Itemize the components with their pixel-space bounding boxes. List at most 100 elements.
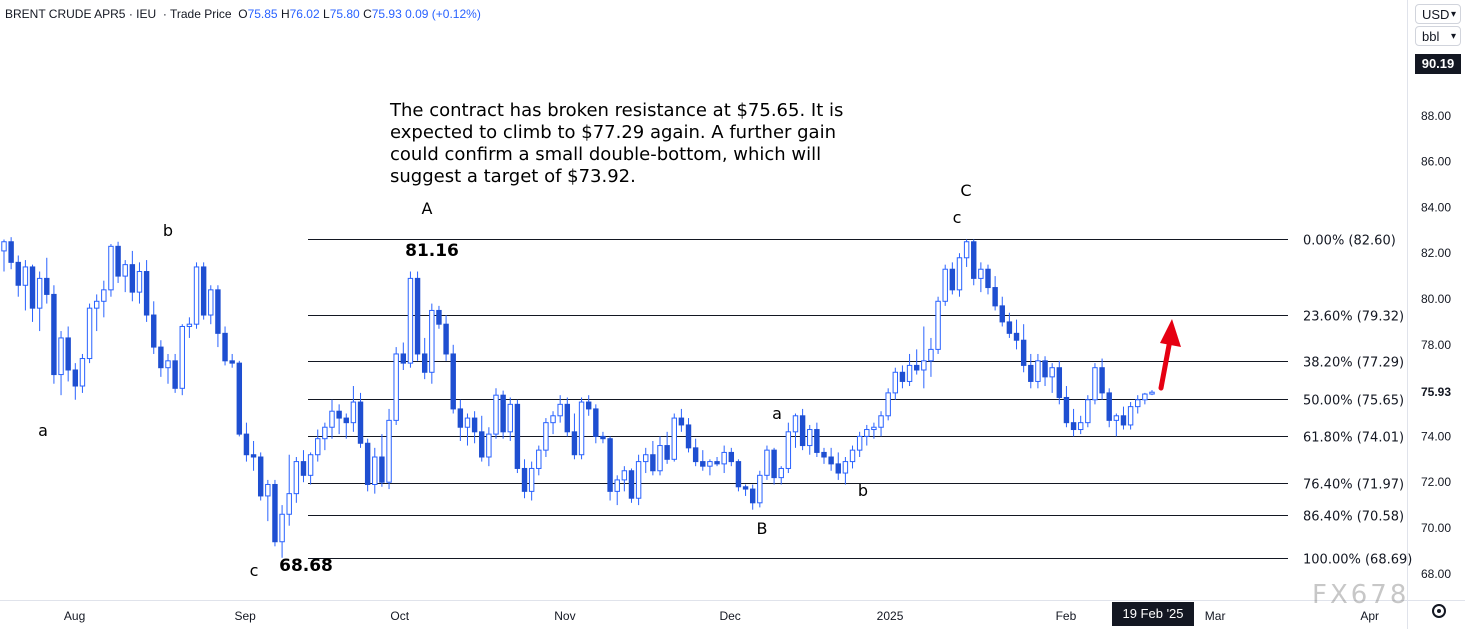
candle [764,445,770,480]
candle [29,264,36,322]
low-label: L [323,7,330,21]
price-label: 81.16 [405,241,459,261]
fib-level-label: 0.00% (82.60) [1303,234,1396,249]
candle-body-down [692,447,699,463]
candle [607,436,613,501]
candle [1092,363,1098,405]
candle-body-up [906,364,913,382]
candle-body-up [165,360,171,369]
candle-body-up [279,513,285,543]
fib-level-label: 61.80% (74.01) [1303,431,1404,446]
candle-body-down [8,241,14,263]
candle-body-down [65,337,71,371]
candle [507,397,513,441]
close-value: 75.93 [371,7,402,21]
candle [1013,319,1020,350]
candle [1006,312,1013,338]
candle-body-up [179,325,185,389]
symbol-name[interactable]: BRENT CRUDE APR5 [5,7,126,21]
candle-body-up [307,454,314,476]
arrow-up-icon [1158,319,1181,391]
header-separator: · [128,7,133,21]
candle [372,447,378,494]
currency-selector[interactable]: USD ▾ [1415,4,1461,24]
open-label: O [238,7,248,21]
candle-body-up [528,467,535,492]
candle-body-down [51,293,57,376]
candle-body-up [386,419,392,483]
candle-body-up [329,410,335,428]
candle-body-up [635,461,642,499]
close-label: C [363,7,372,21]
fib-level-label: 23.60% (79.32) [1303,310,1404,325]
candle-body-down [1120,415,1127,426]
candle [79,353,86,393]
time-tick-label: Sep [234,609,256,623]
candle-body-down [714,461,720,465]
candle-body-down [678,417,685,426]
candle [949,262,956,295]
candle [878,411,884,437]
candle [749,484,756,510]
price-tick-label: 82.00 [1421,246,1451,260]
candle-body-up [785,431,792,469]
candle-body-up [1113,415,1120,421]
candle [8,237,14,270]
candle-body-up [935,300,941,350]
candle-body-up [186,323,193,327]
candle [585,395,592,416]
candle-body-down [400,353,407,364]
candle [65,326,71,382]
candle-body-up [79,358,86,387]
candle-body-up [429,309,435,373]
candle [243,422,250,462]
candle [1042,356,1048,387]
candle-body-up [614,479,620,492]
candle-body-down [1063,396,1070,424]
candle [821,447,827,464]
candle-body-down [1056,367,1063,398]
candle-body-up [1035,360,1041,382]
candle [735,459,742,492]
candle [814,422,820,458]
candle-body-down [1070,422,1077,431]
watermark-logo: FX678 [1312,580,1410,610]
candle [93,294,100,332]
candle [407,271,414,368]
candle [22,260,29,311]
candle-body-up [322,426,328,440]
candle-body-up [536,449,542,469]
candle [179,324,185,396]
top-price-label: 90.19 [1415,54,1461,74]
candle [386,408,392,490]
candle-body-up [557,403,563,417]
fib-level-label: 76.40% (71.97) [1303,478,1404,493]
candle-body-down [1042,360,1048,378]
candle-body-down [650,454,656,472]
candle [165,353,171,384]
candle [864,424,870,446]
candle-body-up [578,401,585,456]
candle-body-up [22,266,29,286]
price-label: 68.68 [279,556,333,576]
candle-body-down [1006,321,1013,334]
candle [799,408,806,451]
candle [578,397,585,460]
unit-selector[interactable]: bbl ▾ [1415,26,1461,46]
candle-body-up [136,271,143,293]
candle [215,285,221,348]
candle-body-down [336,410,342,419]
gear-icon[interactable] [1432,604,1446,618]
candle [1099,358,1105,400]
candle [443,315,449,361]
fib-level-label: 100.00% (68.69) [1303,553,1412,568]
candle-body-down [200,266,207,316]
candle [835,452,841,480]
time-tick-label: Apr [1360,609,1379,623]
candle-body-up [963,241,970,259]
price-tick-label: 86.00 [1421,155,1451,169]
high-label: H [280,7,290,21]
candle-body-down [600,435,606,440]
candle-body-down [436,309,442,325]
